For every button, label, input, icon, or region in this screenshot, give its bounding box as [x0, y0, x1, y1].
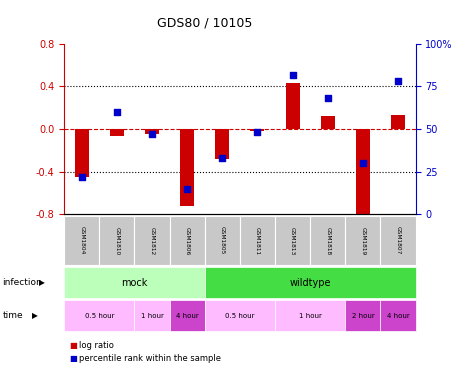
Text: GDS80 / 10105: GDS80 / 10105	[157, 16, 252, 30]
Point	[218, 155, 226, 161]
Text: GSM1805: GSM1805	[220, 227, 225, 255]
Text: GSM1810: GSM1810	[114, 227, 119, 255]
Text: 4 hour: 4 hour	[176, 313, 199, 319]
Text: GSM1804: GSM1804	[79, 227, 84, 255]
Text: 2 hour: 2 hour	[352, 313, 374, 319]
Bar	[145, 129, 159, 134]
Text: GSM1813: GSM1813	[290, 227, 295, 255]
Bar	[180, 129, 194, 206]
Text: ■: ■	[69, 341, 77, 350]
Bar	[250, 129, 265, 131]
Point	[394, 78, 402, 84]
Text: ▶: ▶	[32, 311, 38, 320]
Point	[324, 96, 332, 101]
Point	[113, 109, 121, 115]
Text: 4 hour: 4 hour	[387, 313, 409, 319]
Bar	[75, 129, 89, 177]
Point	[254, 130, 261, 135]
Text: GSM1811: GSM1811	[255, 227, 260, 255]
Bar	[215, 129, 229, 159]
Text: GSM1807: GSM1807	[396, 227, 400, 255]
Text: ■: ■	[69, 354, 77, 363]
Point	[183, 186, 191, 191]
Point	[289, 72, 296, 78]
Point	[78, 174, 86, 180]
Text: GSM1812: GSM1812	[150, 227, 154, 255]
Text: mock: mock	[121, 278, 148, 288]
Text: 1 hour: 1 hour	[299, 313, 322, 319]
Text: infection: infection	[2, 278, 42, 287]
Bar	[285, 83, 300, 129]
Text: GSM1818: GSM1818	[325, 227, 330, 255]
Bar	[391, 115, 405, 129]
Bar	[321, 116, 335, 129]
Text: 0.5 hour: 0.5 hour	[85, 313, 114, 319]
Text: log ratio: log ratio	[79, 341, 114, 350]
Text: wildtype: wildtype	[289, 278, 331, 288]
Text: GSM1819: GSM1819	[361, 227, 365, 255]
Text: 1 hour: 1 hour	[141, 313, 163, 319]
Point	[148, 131, 156, 137]
Point	[359, 160, 367, 166]
Text: 0.5 hour: 0.5 hour	[225, 313, 255, 319]
Text: ▶: ▶	[39, 278, 45, 287]
Text: GSM1806: GSM1806	[185, 227, 190, 255]
Text: time: time	[2, 311, 23, 320]
Bar	[356, 129, 370, 216]
Text: percentile rank within the sample: percentile rank within the sample	[79, 354, 221, 363]
Bar	[110, 129, 124, 137]
